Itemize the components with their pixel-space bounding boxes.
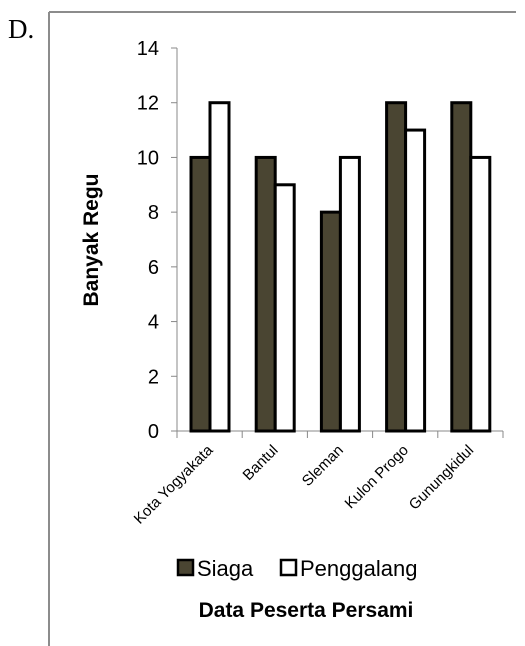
bar-siaga-0 [189, 155, 212, 433]
category-label: Sleman [299, 442, 347, 490]
bar-penggalang-4 [469, 155, 492, 433]
y-tick-label: 10 [137, 147, 159, 169]
legend-label-penggalang: Penggalang [300, 556, 417, 581]
bar-siaga-3 [385, 101, 408, 433]
bar-siaga-4 [450, 101, 473, 433]
category-label: Kulon Progo [342, 442, 412, 512]
y-tick-label: 6 [148, 257, 159, 279]
legend-label-siaga: Siaga [197, 556, 254, 581]
y-axis-label: Banyak Regu [80, 173, 103, 306]
option-label: D. [8, 14, 35, 44]
category-label: Kota Yogyakata [131, 441, 217, 527]
category-label: Bantul [240, 442, 282, 484]
y-tick-label: 8 [148, 202, 159, 224]
category-label: Gunungkidul [406, 442, 478, 514]
chart-frame [48, 11, 516, 646]
bars [189, 101, 492, 433]
legend: Siaga Penggalang [176, 556, 417, 581]
bar-siaga-1 [254, 155, 277, 433]
y-tick-label: 0 [148, 421, 159, 443]
bar-penggalang-1 [273, 183, 296, 433]
legend-swatch-penggalang [279, 558, 298, 577]
bar-penggalang-2 [338, 155, 361, 433]
x-axis-label: Data Peserta Persami [199, 599, 414, 622]
y-tick-label: 12 [137, 93, 159, 115]
y-tick-labels: 0 2 4 6 8 10 12 14 [137, 38, 159, 443]
y-tick-label: 2 [148, 366, 159, 388]
bar-siaga-2 [319, 210, 342, 433]
y-tick-label: 14 [137, 38, 159, 60]
bar-penggalang-3 [404, 128, 427, 433]
legend-swatch-siaga [176, 558, 195, 577]
y-tick-label: 4 [148, 312, 159, 334]
bar-penggalang-0 [208, 101, 231, 433]
